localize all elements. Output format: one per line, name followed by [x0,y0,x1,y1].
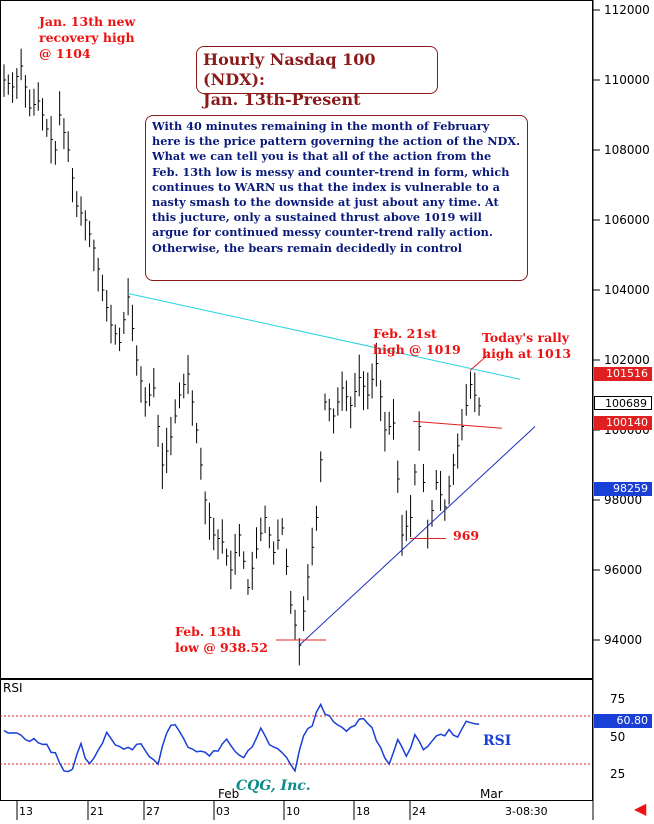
x-month-label: Feb [218,787,240,801]
chart-title-box: Hourly Nasdaq 100 (NDX): Jan. 13th-Prese… [196,46,438,109]
today-high-pointer [469,352,491,371]
y-tick-label: 104000 [604,283,650,297]
y-tick-label: 98000 [604,493,643,507]
rsi-tick-label: 50 [610,730,626,744]
y-tick-label: 106000 [604,213,650,227]
y-tick-label: 102000 [604,353,650,367]
price-box-lower-trend: 98259 [594,482,652,496]
trend-lines [128,293,536,646]
price-bars [3,48,482,666]
y-tick-label: 110000 [604,73,650,87]
upper-trendline [128,293,521,380]
chart-title-line-2: Jan. 13th-Present [203,90,361,109]
x-tick-label: 03 [216,805,230,818]
cqg-watermark: CQG, Inc. [236,778,311,794]
rsi-line [3,702,480,773]
x-tick-marks [16,800,411,820]
price-box-upper-trend: 101516 [594,367,652,381]
y-tick-label: 94000 [604,633,643,647]
y-tick-label: 96000 [604,563,643,577]
annotation-feb13-low: Feb. 13th low @ 938.52 [175,624,268,655]
y-tick-label: 112000 [604,3,650,17]
scroll-left-arrow-icon[interactable]: ◀ [634,799,647,818]
y-tick-label: 108000 [604,143,650,157]
lower-trendline [298,426,536,646]
price-box-last: 100689 [594,396,652,410]
x-tick-label: 27 [146,805,160,818]
rsi-tick-label: 25 [610,767,626,781]
rsi-panel-label: RSI [3,681,23,695]
x-tick-label: 18 [356,805,370,818]
x-tick-label: 13 [19,805,33,818]
x-tick-label: 21 [90,805,104,818]
x-month-label: Mar [480,787,503,801]
y-tick-marks [593,9,600,641]
rsi-tick-label: 75 [610,692,626,706]
x-tick-label: 24 [412,805,426,818]
annotation-today-high: Today's rally high at 1013 [482,330,572,361]
chart-title-line-1: Hourly Nasdaq 100 (NDX): [203,50,376,89]
x-tick-label: 10 [286,805,300,818]
time-label: 3-08:30 [505,805,548,818]
price-box-rsi: 60.80 [594,714,652,728]
annotation-feb21-high: Feb. 21st high @ 1019 [373,326,461,357]
channel-line [412,420,503,429]
annotation-low-969: 969 [453,528,480,543]
commentary-box: With 40 minutes remaining in the month o… [145,115,528,281]
rsi-plot [0,702,592,773]
annotation-jan13-high: Jan. 13th new recovery high @ 1104 [39,14,136,61]
price-box-channel: 100140 [594,416,652,430]
rsi-line-label: RSI [483,733,512,749]
